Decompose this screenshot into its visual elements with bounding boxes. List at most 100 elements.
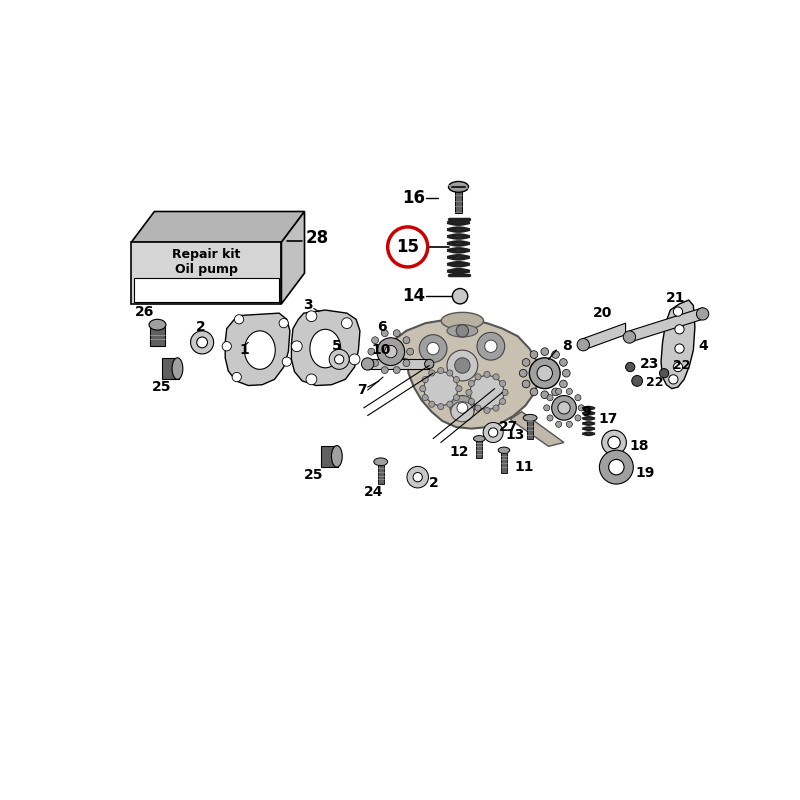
Circle shape	[291, 341, 302, 352]
Text: 13: 13	[506, 428, 525, 442]
Circle shape	[552, 388, 559, 396]
Circle shape	[282, 357, 291, 366]
Text: 23: 23	[639, 357, 659, 371]
Circle shape	[475, 374, 481, 380]
Bar	[476, 438, 482, 458]
Circle shape	[499, 398, 506, 405]
Circle shape	[454, 394, 459, 401]
Text: 25: 25	[152, 380, 172, 394]
Circle shape	[547, 415, 553, 421]
Ellipse shape	[331, 446, 342, 467]
Circle shape	[457, 402, 468, 414]
Text: 17: 17	[598, 413, 618, 426]
Circle shape	[559, 380, 567, 388]
Bar	[162, 358, 179, 379]
Circle shape	[197, 337, 207, 348]
Circle shape	[577, 338, 590, 351]
Text: 3: 3	[303, 298, 313, 313]
Text: Repair kit
Oil pump: Repair kit Oil pump	[172, 248, 241, 276]
Circle shape	[334, 354, 344, 364]
Text: 8: 8	[562, 339, 571, 354]
Circle shape	[566, 421, 573, 427]
Circle shape	[438, 403, 444, 410]
Bar	[378, 461, 384, 484]
Circle shape	[632, 375, 642, 386]
Circle shape	[425, 359, 434, 369]
Bar	[527, 417, 533, 438]
Circle shape	[422, 377, 428, 382]
Circle shape	[537, 366, 553, 381]
Circle shape	[555, 388, 562, 394]
Circle shape	[438, 367, 444, 374]
Circle shape	[422, 394, 428, 401]
Ellipse shape	[447, 325, 478, 337]
Circle shape	[429, 370, 435, 376]
Text: 22: 22	[646, 376, 664, 389]
Circle shape	[454, 358, 470, 373]
Circle shape	[362, 358, 374, 370]
Circle shape	[485, 340, 497, 353]
Circle shape	[413, 473, 422, 482]
Circle shape	[530, 358, 560, 389]
Text: 15: 15	[396, 238, 419, 256]
Ellipse shape	[474, 435, 485, 442]
Text: 7: 7	[357, 383, 366, 397]
Bar	[134, 278, 279, 302]
Circle shape	[420, 386, 426, 392]
Circle shape	[541, 391, 549, 398]
Circle shape	[371, 337, 378, 344]
Circle shape	[522, 380, 530, 388]
Circle shape	[349, 354, 360, 365]
Polygon shape	[390, 319, 539, 429]
Circle shape	[475, 405, 481, 411]
Circle shape	[427, 342, 439, 354]
Circle shape	[329, 350, 349, 370]
Polygon shape	[583, 323, 626, 350]
Circle shape	[575, 394, 581, 401]
Circle shape	[222, 342, 231, 351]
Ellipse shape	[449, 182, 469, 192]
Ellipse shape	[149, 319, 166, 330]
Circle shape	[450, 395, 474, 420]
Bar	[322, 446, 338, 467]
Circle shape	[575, 415, 581, 421]
Circle shape	[306, 374, 317, 385]
Circle shape	[623, 331, 636, 343]
Circle shape	[388, 227, 428, 267]
Text: 10: 10	[371, 343, 391, 357]
Text: 18: 18	[630, 439, 649, 454]
Text: 16: 16	[402, 189, 426, 206]
Circle shape	[385, 346, 397, 358]
Circle shape	[562, 370, 570, 377]
Ellipse shape	[245, 331, 275, 370]
Circle shape	[544, 405, 550, 411]
Circle shape	[552, 395, 576, 420]
Circle shape	[190, 331, 214, 354]
Bar	[368, 359, 430, 369]
Circle shape	[489, 428, 498, 437]
Text: 21: 21	[666, 290, 686, 305]
Text: 22: 22	[674, 359, 691, 372]
Bar	[501, 449, 507, 474]
Polygon shape	[661, 300, 695, 389]
Ellipse shape	[451, 402, 474, 422]
Polygon shape	[630, 308, 702, 342]
Text: 9: 9	[581, 405, 590, 418]
Circle shape	[466, 390, 472, 395]
Circle shape	[454, 377, 459, 382]
Circle shape	[468, 380, 474, 386]
Circle shape	[659, 369, 669, 378]
Circle shape	[342, 318, 352, 329]
Ellipse shape	[374, 458, 388, 466]
Circle shape	[234, 314, 244, 324]
Circle shape	[522, 358, 530, 366]
Text: 25: 25	[304, 468, 323, 482]
Circle shape	[477, 332, 505, 360]
Polygon shape	[291, 310, 360, 386]
Circle shape	[609, 459, 624, 475]
Circle shape	[493, 405, 499, 411]
Text: 4: 4	[698, 339, 709, 354]
Polygon shape	[131, 211, 305, 242]
Circle shape	[675, 344, 684, 353]
Text: 2: 2	[196, 320, 206, 334]
